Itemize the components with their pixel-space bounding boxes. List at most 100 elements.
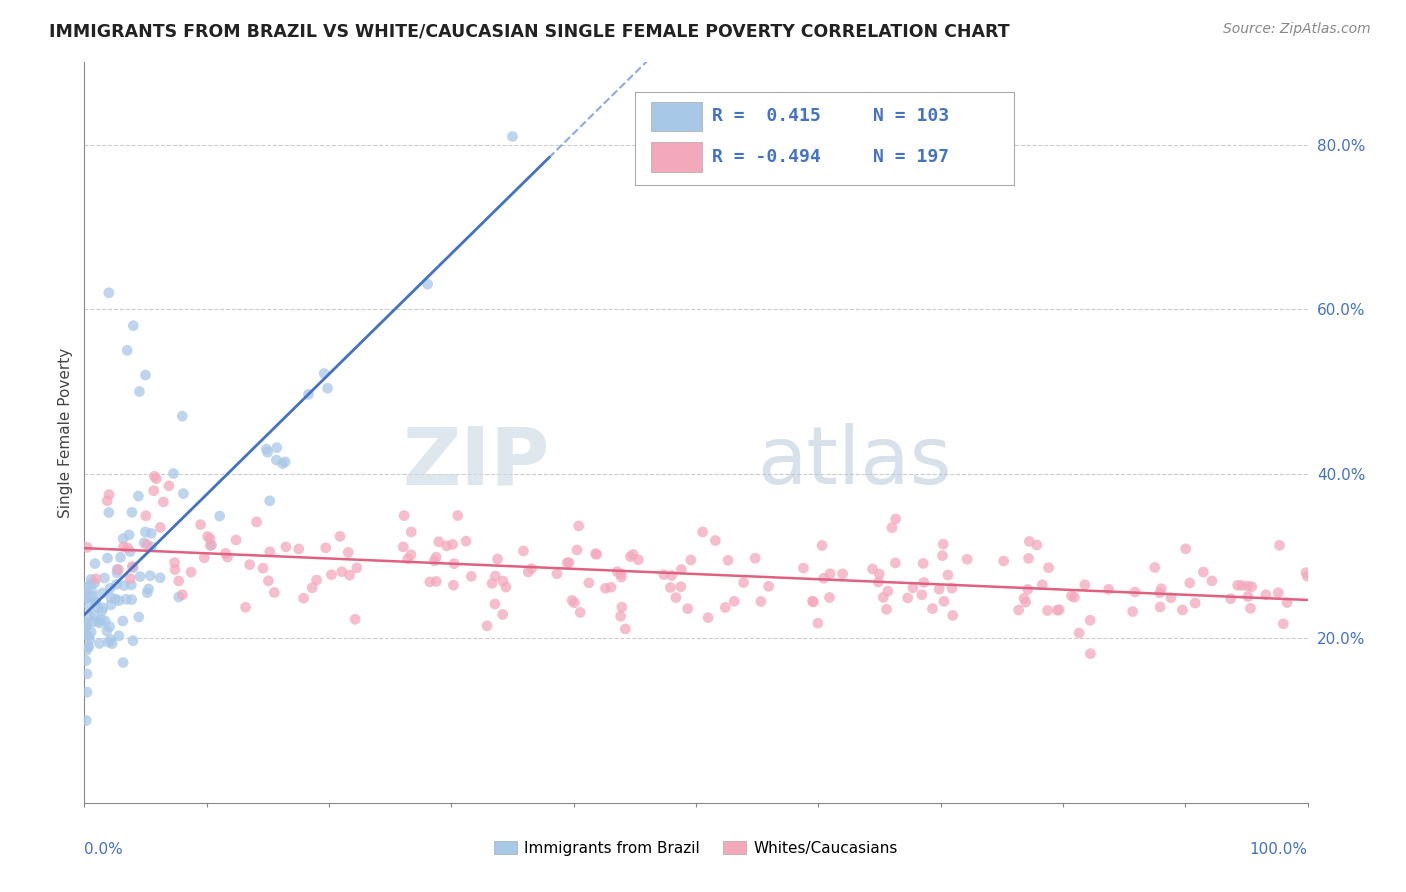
Point bbox=[441, 537, 464, 551]
Point bbox=[801, 594, 824, 608]
Point bbox=[502, 129, 524, 144]
Point bbox=[606, 565, 628, 579]
FancyBboxPatch shape bbox=[651, 143, 702, 172]
Point bbox=[271, 457, 294, 471]
Point bbox=[1122, 605, 1144, 619]
Point bbox=[749, 594, 772, 608]
Point bbox=[76, 643, 98, 657]
Point bbox=[1240, 580, 1263, 594]
Point bbox=[1226, 578, 1249, 592]
Point bbox=[117, 541, 139, 555]
Point bbox=[868, 567, 890, 582]
Point bbox=[1149, 600, 1171, 615]
Point bbox=[107, 563, 129, 577]
Point bbox=[1017, 582, 1039, 597]
Point bbox=[676, 601, 699, 615]
Point bbox=[120, 578, 142, 592]
Point bbox=[157, 479, 180, 493]
Point bbox=[172, 486, 194, 500]
Point bbox=[956, 552, 979, 566]
Point bbox=[614, 622, 637, 636]
Point bbox=[134, 535, 156, 549]
Point bbox=[744, 551, 766, 566]
Point bbox=[1067, 626, 1090, 640]
Point bbox=[1296, 569, 1319, 583]
Point bbox=[214, 546, 236, 560]
Point bbox=[128, 610, 150, 624]
Point bbox=[122, 560, 145, 574]
Point bbox=[1219, 591, 1241, 606]
Point bbox=[1063, 591, 1085, 605]
Point bbox=[89, 636, 111, 650]
Point bbox=[287, 541, 309, 556]
Y-axis label: Single Female Poverty: Single Female Poverty bbox=[58, 348, 73, 517]
Point bbox=[876, 584, 898, 599]
Point bbox=[115, 343, 138, 358]
Point bbox=[316, 381, 339, 395]
Point bbox=[401, 524, 423, 539]
Point bbox=[928, 582, 950, 596]
Point bbox=[561, 593, 583, 607]
Point bbox=[565, 543, 588, 558]
Point bbox=[1237, 590, 1260, 604]
Point bbox=[100, 632, 122, 647]
Point bbox=[392, 540, 415, 554]
Point bbox=[129, 569, 152, 583]
Point bbox=[669, 580, 692, 594]
Point bbox=[1239, 601, 1261, 615]
Point bbox=[627, 552, 650, 566]
Point bbox=[101, 637, 124, 651]
Point bbox=[239, 558, 262, 572]
Point bbox=[330, 565, 353, 579]
Point bbox=[112, 532, 135, 546]
Point bbox=[83, 576, 105, 591]
Point bbox=[118, 528, 141, 542]
Point bbox=[104, 591, 127, 606]
Point bbox=[76, 615, 98, 630]
Point bbox=[77, 609, 100, 624]
Point bbox=[807, 616, 830, 631]
Point bbox=[77, 640, 100, 654]
Point bbox=[679, 553, 702, 567]
Point bbox=[97, 285, 120, 300]
Point bbox=[792, 561, 814, 575]
Point bbox=[76, 541, 98, 555]
Point bbox=[91, 604, 114, 618]
Point bbox=[704, 533, 727, 548]
Point bbox=[105, 577, 128, 591]
Point bbox=[512, 544, 534, 558]
Point bbox=[135, 537, 157, 551]
Point bbox=[121, 559, 143, 574]
Point bbox=[120, 544, 142, 558]
Point bbox=[79, 599, 101, 614]
Point bbox=[172, 588, 194, 602]
Text: ZIP: ZIP bbox=[402, 423, 550, 501]
Point bbox=[134, 524, 156, 539]
Point bbox=[813, 571, 835, 585]
Point bbox=[443, 557, 465, 571]
Point bbox=[108, 629, 131, 643]
Point bbox=[585, 547, 607, 561]
Point bbox=[143, 469, 166, 483]
Point bbox=[96, 493, 118, 508]
Point bbox=[717, 553, 740, 567]
Point bbox=[1012, 591, 1035, 606]
Point bbox=[76, 667, 98, 681]
Point bbox=[84, 572, 107, 586]
Point bbox=[600, 580, 623, 594]
Point bbox=[141, 540, 163, 554]
Point bbox=[447, 508, 470, 523]
Point bbox=[93, 571, 115, 585]
Point bbox=[1047, 603, 1070, 617]
Legend: Immigrants from Brazil, Whites/Caucasians: Immigrants from Brazil, Whites/Caucasian… bbox=[488, 835, 904, 862]
Point bbox=[98, 620, 121, 634]
Point bbox=[200, 538, 222, 552]
Point bbox=[619, 549, 641, 564]
Point bbox=[91, 600, 114, 615]
Point bbox=[80, 584, 103, 599]
Point bbox=[100, 591, 122, 605]
Point bbox=[1149, 586, 1171, 600]
Point bbox=[1267, 586, 1289, 600]
Point bbox=[884, 512, 907, 526]
Point bbox=[1171, 603, 1194, 617]
